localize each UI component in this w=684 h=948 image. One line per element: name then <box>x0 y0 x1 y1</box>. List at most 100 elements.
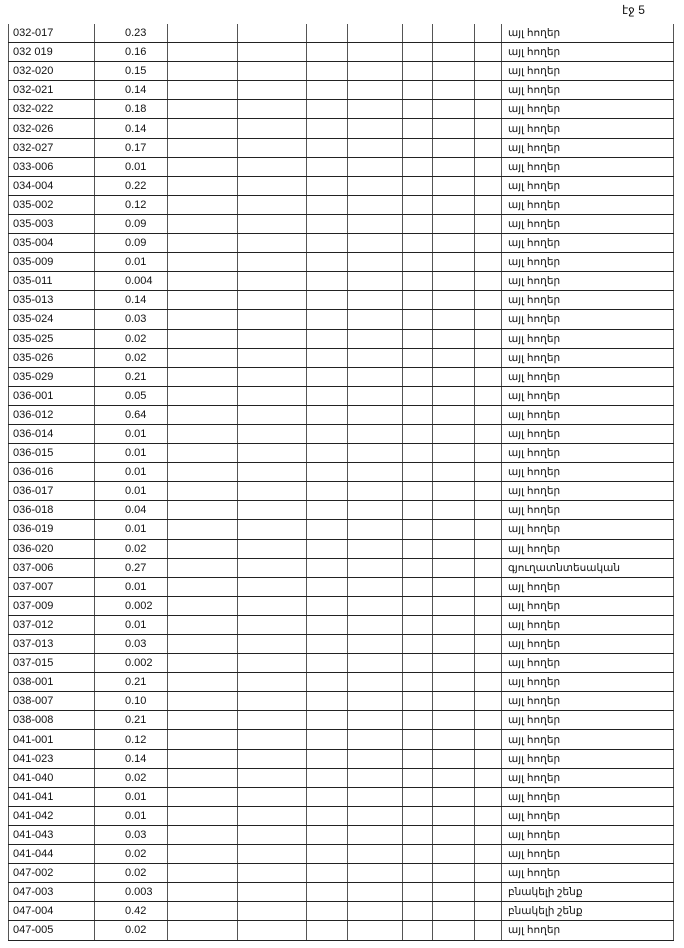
parcel-area: 0.01 <box>94 787 168 807</box>
empty-cell <box>432 615 475 636</box>
land-use: այլ հողեր <box>501 539 674 559</box>
empty-cell <box>402 806 433 826</box>
parcel-area: 0.22 <box>94 176 168 196</box>
empty-cell <box>474 348 502 368</box>
table-row: 035-002 0.12 այլ հողեր <box>8 195 674 215</box>
empty-cell <box>432 443 475 464</box>
table-row: 041-044 0.02 այլ հողեր <box>8 844 674 865</box>
parcel-code: 035-025 <box>8 329 95 349</box>
empty-cell <box>402 309 433 330</box>
parcel-area: 0.004 <box>94 271 168 292</box>
parcel-code: 036-019 <box>8 519 95 540</box>
empty-cell <box>167 424 238 445</box>
empty-cell <box>237 24 307 44</box>
table-row: 036-014 0.01 այլ հողեր <box>8 424 674 445</box>
empty-cell <box>347 118 403 139</box>
empty-cell <box>432 80 475 101</box>
empty-cell <box>432 99 475 120</box>
empty-cell <box>432 462 475 483</box>
empty-cell <box>306 539 348 559</box>
land-use: բնակելի շենք <box>501 901 674 922</box>
empty-cell <box>167 615 238 636</box>
table-row: 047-003 0.003 բնակելի շենք <box>8 882 674 903</box>
land-use: այլ հողեր <box>501 481 674 502</box>
parcel-area: 0.01 <box>94 252 168 273</box>
parcel-area: 0.01 <box>94 615 168 636</box>
land-use: այլ հողեր <box>501 634 674 655</box>
empty-cell <box>474 749 502 769</box>
empty-cell <box>474 138 502 158</box>
table-row: 036-001 0.05 այլ հողեր <box>8 386 674 406</box>
parcel-area: 0.01 <box>94 577 168 597</box>
empty-cell <box>306 61 348 82</box>
empty-cell <box>306 653 348 674</box>
empty-cell <box>347 768 403 788</box>
table-row: 037-007 0.01 այլ հողեր <box>8 577 674 597</box>
table-row: 036-012 0.64 այլ հողեր <box>8 405 674 425</box>
empty-cell <box>237 634 307 655</box>
land-use: բնակելի շենք <box>501 882 674 903</box>
empty-cell <box>167 825 238 846</box>
empty-cell <box>347 329 403 349</box>
land-use: այլ հողեր <box>501 500 674 521</box>
empty-cell <box>474 233 502 254</box>
empty-cell <box>402 672 433 693</box>
empty-cell <box>306 844 348 865</box>
empty-cell <box>402 920 433 941</box>
empty-cell <box>306 672 348 693</box>
table-row: 036-016 0.01 այլ հողեր <box>8 462 674 483</box>
empty-cell <box>474 691 502 712</box>
empty-cell <box>474 653 502 674</box>
empty-cell <box>237 539 307 559</box>
empty-cell <box>402 329 433 349</box>
parcel-area: 0.03 <box>94 309 168 330</box>
empty-cell <box>474 176 502 196</box>
table-row: 037-015 0.002 այլ հողեր <box>8 653 674 674</box>
land-use: այլ հողեր <box>501 787 674 807</box>
table-row: 037-009 0.002 այլ հողեր <box>8 596 674 616</box>
land-use: այլ հողեր <box>501 157 674 177</box>
parcel-code: 036-018 <box>8 500 95 521</box>
empty-cell <box>347 806 403 826</box>
empty-cell <box>474 539 502 559</box>
table-row: 032-020 0.15 այլ հողեր <box>8 61 674 82</box>
empty-cell <box>347 634 403 655</box>
empty-cell <box>432 42 475 63</box>
empty-cell <box>167 519 238 540</box>
land-use: այլ հողեր <box>501 348 674 368</box>
empty-cell <box>432 329 475 349</box>
empty-cell <box>306 24 348 44</box>
empty-cell <box>237 481 307 502</box>
empty-cell <box>402 42 433 63</box>
land-use: այլ հողեր <box>501 329 674 349</box>
table-row: 032-027 0.17 այլ հողեր <box>8 138 674 158</box>
land-use: այլ հողեր <box>501 863 674 884</box>
empty-cell <box>347 653 403 674</box>
empty-cell <box>402 729 433 750</box>
table-row: 032-026 0.14 այլ հողեր <box>8 118 674 139</box>
empty-cell <box>474 99 502 120</box>
empty-cell <box>306 99 348 120</box>
empty-cell <box>402 787 433 807</box>
empty-cell <box>306 901 348 922</box>
empty-cell <box>167 386 238 406</box>
parcel-area: 0.01 <box>94 481 168 502</box>
empty-cell <box>402 653 433 674</box>
empty-cell <box>474 500 502 521</box>
empty-cell <box>347 214 403 235</box>
table-row: 036-019 0.01 այլ հողեր <box>8 519 674 540</box>
parcel-code: 036-015 <box>8 443 95 464</box>
empty-cell <box>306 42 348 63</box>
empty-cell <box>474 710 502 731</box>
parcel-code: 032-026 <box>8 118 95 139</box>
empty-cell <box>474 309 502 330</box>
parcel-code: 041-043 <box>8 825 95 846</box>
parcel-area: 0.10 <box>94 691 168 712</box>
empty-cell <box>402 500 433 521</box>
empty-cell <box>432 863 475 884</box>
empty-cell <box>347 863 403 884</box>
empty-cell <box>474 844 502 865</box>
table-row: 035-004 0.09 այլ հողեր <box>8 233 674 254</box>
parcel-area: 0.23 <box>94 24 168 44</box>
empty-cell <box>402 539 433 559</box>
